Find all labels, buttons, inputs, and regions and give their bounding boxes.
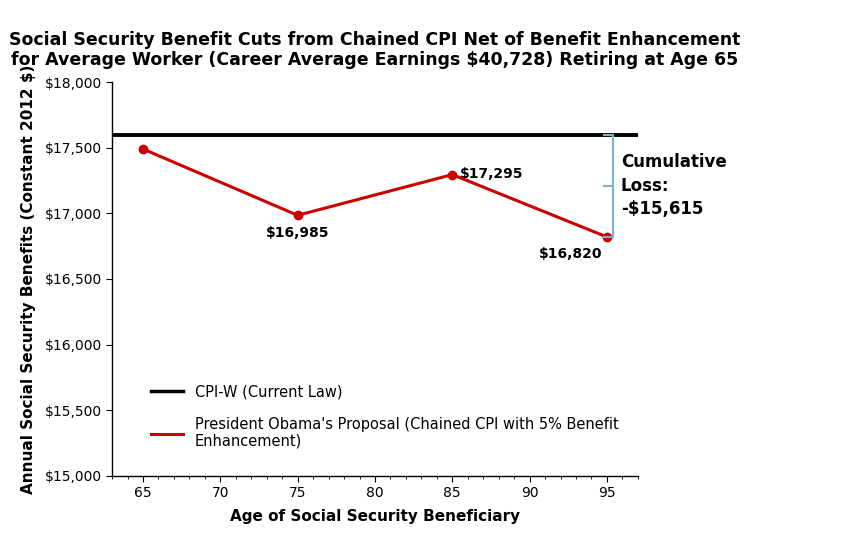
Y-axis label: Annual Social Security Benefits (Constant 2012 $): Annual Social Security Benefits (Constan… bbox=[21, 65, 36, 493]
X-axis label: Age of Social Security Beneficiary: Age of Social Security Beneficiary bbox=[230, 509, 519, 523]
Legend: CPI-W (Current Law), President Obama's Proposal (Chained CPI with 5% Benefit
Enh: CPI-W (Current Law), President Obama's P… bbox=[151, 384, 617, 449]
Text: Cumulative
Loss:
-$15,615: Cumulative Loss: -$15,615 bbox=[620, 153, 726, 218]
Text: $16,820: $16,820 bbox=[538, 247, 602, 261]
Text: $16,985: $16,985 bbox=[265, 226, 329, 240]
Text: $17,295: $17,295 bbox=[460, 167, 523, 181]
Title: Social Security Benefit Cuts from Chained CPI Net of Benefit Enhancement
for Ave: Social Security Benefit Cuts from Chaine… bbox=[9, 31, 740, 69]
